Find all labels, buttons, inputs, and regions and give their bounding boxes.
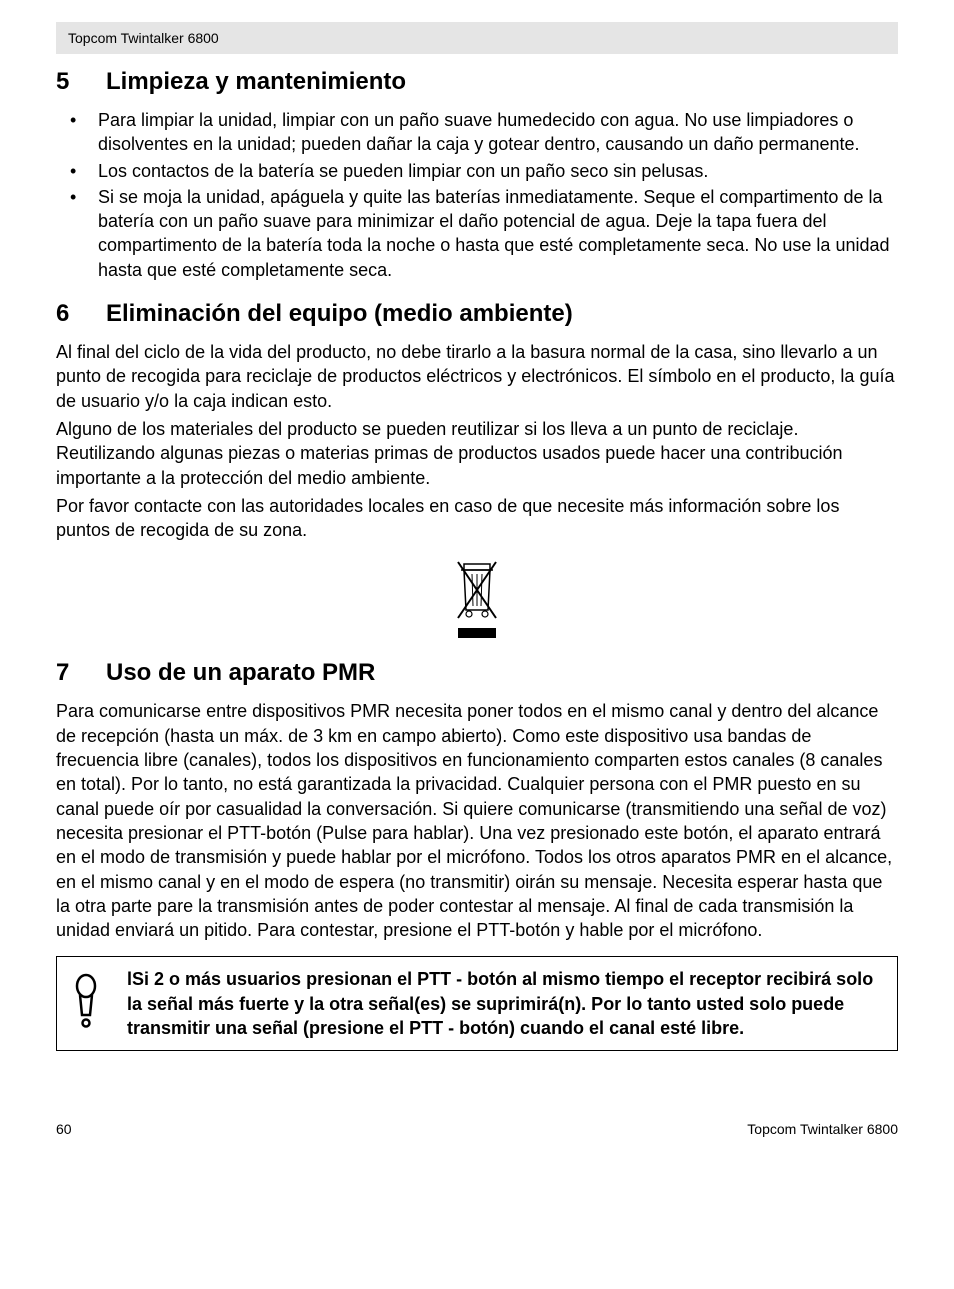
section-6-heading: 6Eliminación del equipo (medio ambiente) <box>56 300 898 328</box>
section-5-number: 5 <box>56 68 106 96</box>
section-6-para: Por favor contacte con las autoridades l… <box>56 494 898 543</box>
exclamation-bulb-icon <box>69 973 103 1034</box>
header-product: Topcom Twintalker 6800 <box>68 30 219 46</box>
section-6-para: Al final del ciclo de la vida del produc… <box>56 340 898 413</box>
section-7-heading: 7Uso de un aparato PMR <box>56 659 898 687</box>
document-page: Topcom Twintalker 6800 5Limpieza y mante… <box>0 0 954 1177</box>
section-5-title: Limpieza y mantenimiento <box>106 68 406 95</box>
section-5-heading: 5Limpieza y mantenimiento <box>56 68 898 96</box>
page-footer: 60 Topcom Twintalker 6800 <box>56 1121 898 1137</box>
weee-symbol-wrap <box>56 556 898 645</box>
section-6-title: Eliminación del equipo (medio ambiente) <box>106 300 573 327</box>
section-6-number: 6 <box>56 300 106 328</box>
footer-product: Topcom Twintalker 6800 <box>747 1121 898 1137</box>
important-note-text: lSi 2 o más usuarios presionan el PTT - … <box>127 967 883 1040</box>
important-note-box: lSi 2 o más usuarios presionan el PTT - … <box>56 956 898 1051</box>
section-7-para: Para comunicarse entre dispositivos PMR … <box>56 699 898 942</box>
section-6-para: Alguno de los materiales del producto se… <box>56 417 898 490</box>
list-item: Si se moja la unidad, apáguela y quite l… <box>56 185 898 282</box>
page-header: Topcom Twintalker 6800 <box>56 22 898 54</box>
section-7-number: 7 <box>56 659 106 687</box>
list-item: Para limpiar la unidad, limpiar con un p… <box>56 108 898 157</box>
section-7-title: Uso de un aparato PMR <box>106 659 375 686</box>
section-5-list: Para limpiar la unidad, limpiar con un p… <box>56 108 898 282</box>
weee-bin-crossed-icon <box>452 556 502 640</box>
list-item: Los contactos de la batería se pueden li… <box>56 159 898 183</box>
page-number: 60 <box>56 1121 72 1137</box>
